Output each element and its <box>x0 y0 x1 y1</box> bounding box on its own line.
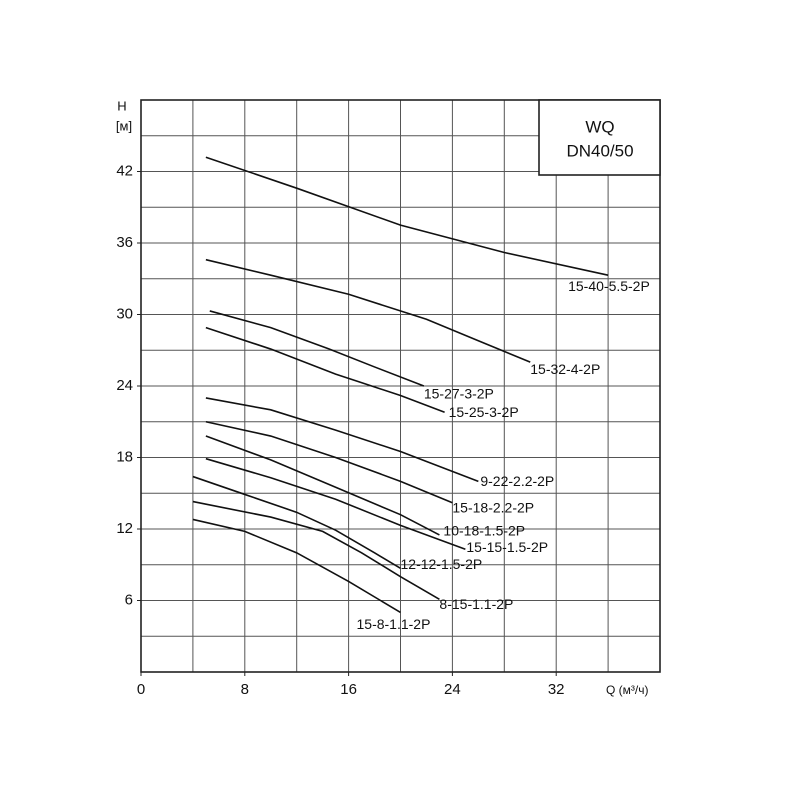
y-tick-label: 30 <box>116 305 133 322</box>
y-tick-label: 6 <box>125 591 133 608</box>
pump-curve <box>192 500 440 600</box>
x-tick-label: 16 <box>340 681 357 698</box>
curve-label: 10-18-1.5-2P <box>443 523 525 539</box>
curve-label: 15-27-3-2P <box>424 386 494 402</box>
x-tick-label: 0 <box>137 681 145 698</box>
x-tick-label: 24 <box>444 681 461 698</box>
curve-label: 9-22-2.2-2P <box>480 473 554 489</box>
pump-curve <box>205 258 531 363</box>
y-tick-label: 18 <box>116 448 133 465</box>
pump-curve <box>205 435 440 536</box>
x-tick-label: 8 <box>241 681 249 698</box>
chart-title: WQ <box>585 117 614 136</box>
y-tick-label: 24 <box>116 377 133 394</box>
pump-curve <box>205 326 445 413</box>
pump-curve <box>205 156 609 276</box>
curve-label: 15-40-5.5-2P <box>568 278 650 294</box>
chart-subtitle: DN40/50 <box>566 141 633 160</box>
pump-curve <box>205 420 453 504</box>
y-tick-label: 12 <box>116 520 133 537</box>
curve-label: 15-32-4-2P <box>530 361 600 377</box>
pump-curve <box>205 457 466 551</box>
x-axis-label: Q (м³/ч) <box>606 683 649 697</box>
x-tick-label: 32 <box>548 681 565 698</box>
pump-curve <box>192 475 401 570</box>
pump-curve <box>209 310 425 387</box>
pump-curve <box>205 397 479 483</box>
title-box <box>538 99 661 176</box>
y-axis-unit: [м] <box>116 118 132 133</box>
curve-label: 8-15-1.1-2P <box>439 596 513 612</box>
curve-label: 15-18-2.2-2P <box>452 499 534 515</box>
pump-curve <box>192 518 401 614</box>
y-tick-label: 36 <box>116 234 133 251</box>
curve-label: 15-15-1.5-2P <box>466 539 548 555</box>
y-tick-label: 42 <box>116 162 133 179</box>
curve-label: 15-8-1.1-2P <box>357 616 431 632</box>
curve-label: 12-12-1.5-2P <box>401 556 483 572</box>
y-axis-label: H <box>117 98 126 113</box>
curve-label: 15-25-3-2P <box>449 404 519 420</box>
